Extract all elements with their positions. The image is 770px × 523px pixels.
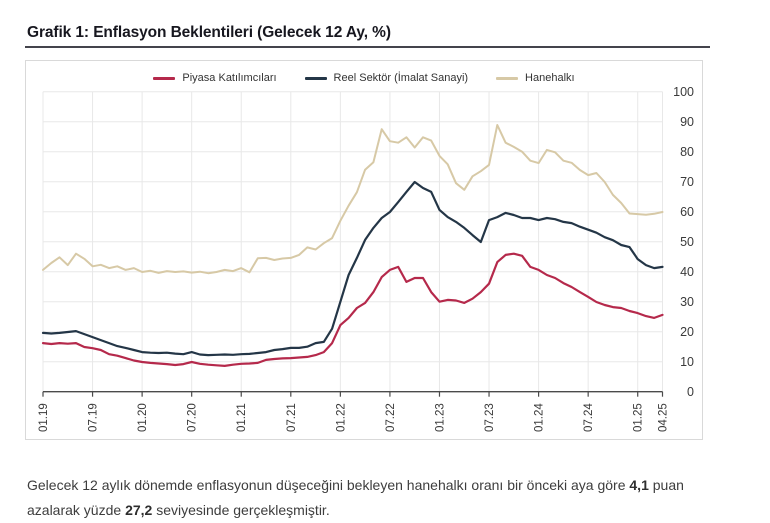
x-tick-label: 07.23 — [484, 403, 496, 432]
legend-label-piyasa: Piyasa Katılımcıları — [182, 72, 277, 84]
footnote-highlight-value: 27,2 — [125, 502, 153, 518]
x-tick-label: 07.19 — [88, 403, 100, 432]
x-tick-label: 01.25 — [633, 403, 645, 432]
legend-item-reel: Reel Sektör (İmalat Sanayi) — [304, 72, 469, 84]
footnote-highlight-value: 4,1 — [629, 477, 649, 493]
x-tick-label: 07.21 — [286, 403, 298, 432]
legend-swatch-reel — [304, 76, 327, 80]
title-underline-rule — [25, 46, 710, 48]
y-tick-label: 90 — [680, 115, 694, 129]
inflation-expectations-chart: 0 10 20 30 40 50 60 70 80 90 100 01.19 07.19 01.20 07.… — [38, 85, 694, 432]
y-tick-label: 100 — [673, 85, 694, 99]
y-axis-labels: 0 10 20 30 40 50 60 70 80 90 100 — [673, 85, 694, 399]
footnote-text: puan azalarak yüzde — [27, 477, 684, 518]
x-tick-label: 01.22 — [335, 403, 347, 432]
legend-swatch-piyasa — [153, 76, 176, 80]
series-line-hanehalki — [42, 124, 664, 275]
y-tick-label: 10 — [680, 355, 694, 369]
chart-footnote: Gelecek 12 aylık dönemde enflasyonun düş… — [27, 473, 739, 523]
y-tick-label: 50 — [680, 235, 694, 249]
legend-item-hanehalki: Hanehalkı — [496, 72, 575, 84]
x-tick-label: 01.21 — [236, 403, 248, 432]
series-line-piyasa — [41, 252, 664, 367]
plot-gridlines — [42, 91, 663, 392]
legend-label-reel: Reel Sektör (İmalat Sanayi) — [333, 72, 469, 84]
footnote-text: seviyesinde gerçekleşmiştir. — [152, 502, 330, 518]
y-tick-label: 80 — [680, 145, 694, 159]
y-tick-label: 0 — [687, 385, 694, 399]
x-tick-label: 07.20 — [187, 403, 199, 432]
legend-swatch-hanehalki — [496, 76, 519, 80]
x-tick-label: 01.23 — [434, 403, 446, 432]
x-tick-label: 01.19 — [38, 403, 50, 432]
x-tick-label: 07.22 — [385, 403, 397, 432]
page-title: Grafik 1: Enflasyon Beklentileri (Gelece… — [27, 24, 391, 41]
x-axis — [42, 391, 664, 397]
legend-label-hanehalki: Hanehalkı — [525, 72, 575, 84]
y-tick-label: 40 — [680, 265, 694, 279]
x-tick-label: 01.20 — [137, 403, 149, 432]
y-tick-label: 70 — [680, 175, 694, 189]
legend-item-piyasa: Piyasa Katılımcıları — [153, 72, 277, 84]
chart-legend: Piyasa Katılımcıları Reel Sektör (İmalat … — [26, 69, 702, 87]
y-tick-label: 30 — [680, 295, 694, 309]
x-tick-label: 01.24 — [534, 403, 546, 432]
y-tick-label: 20 — [680, 325, 694, 339]
x-tick-label: 04.25 — [658, 403, 670, 432]
x-tick-label: 07.24 — [583, 403, 595, 432]
chart-panel: 0 10 20 30 40 50 60 70 80 90 100 01.19 07.19 01.20 07.… — [25, 60, 703, 440]
series-line-reel — [41, 180, 664, 357]
footnote-text: Gelecek 12 aylık dönemde enflasyonun düş… — [27, 477, 630, 493]
x-axis-labels: 01.19 07.19 01.20 07.20 01.21 07.21 01.22 07.22… — [38, 403, 670, 432]
series-lines — [41, 124, 664, 367]
y-tick-label: 60 — [680, 205, 694, 219]
